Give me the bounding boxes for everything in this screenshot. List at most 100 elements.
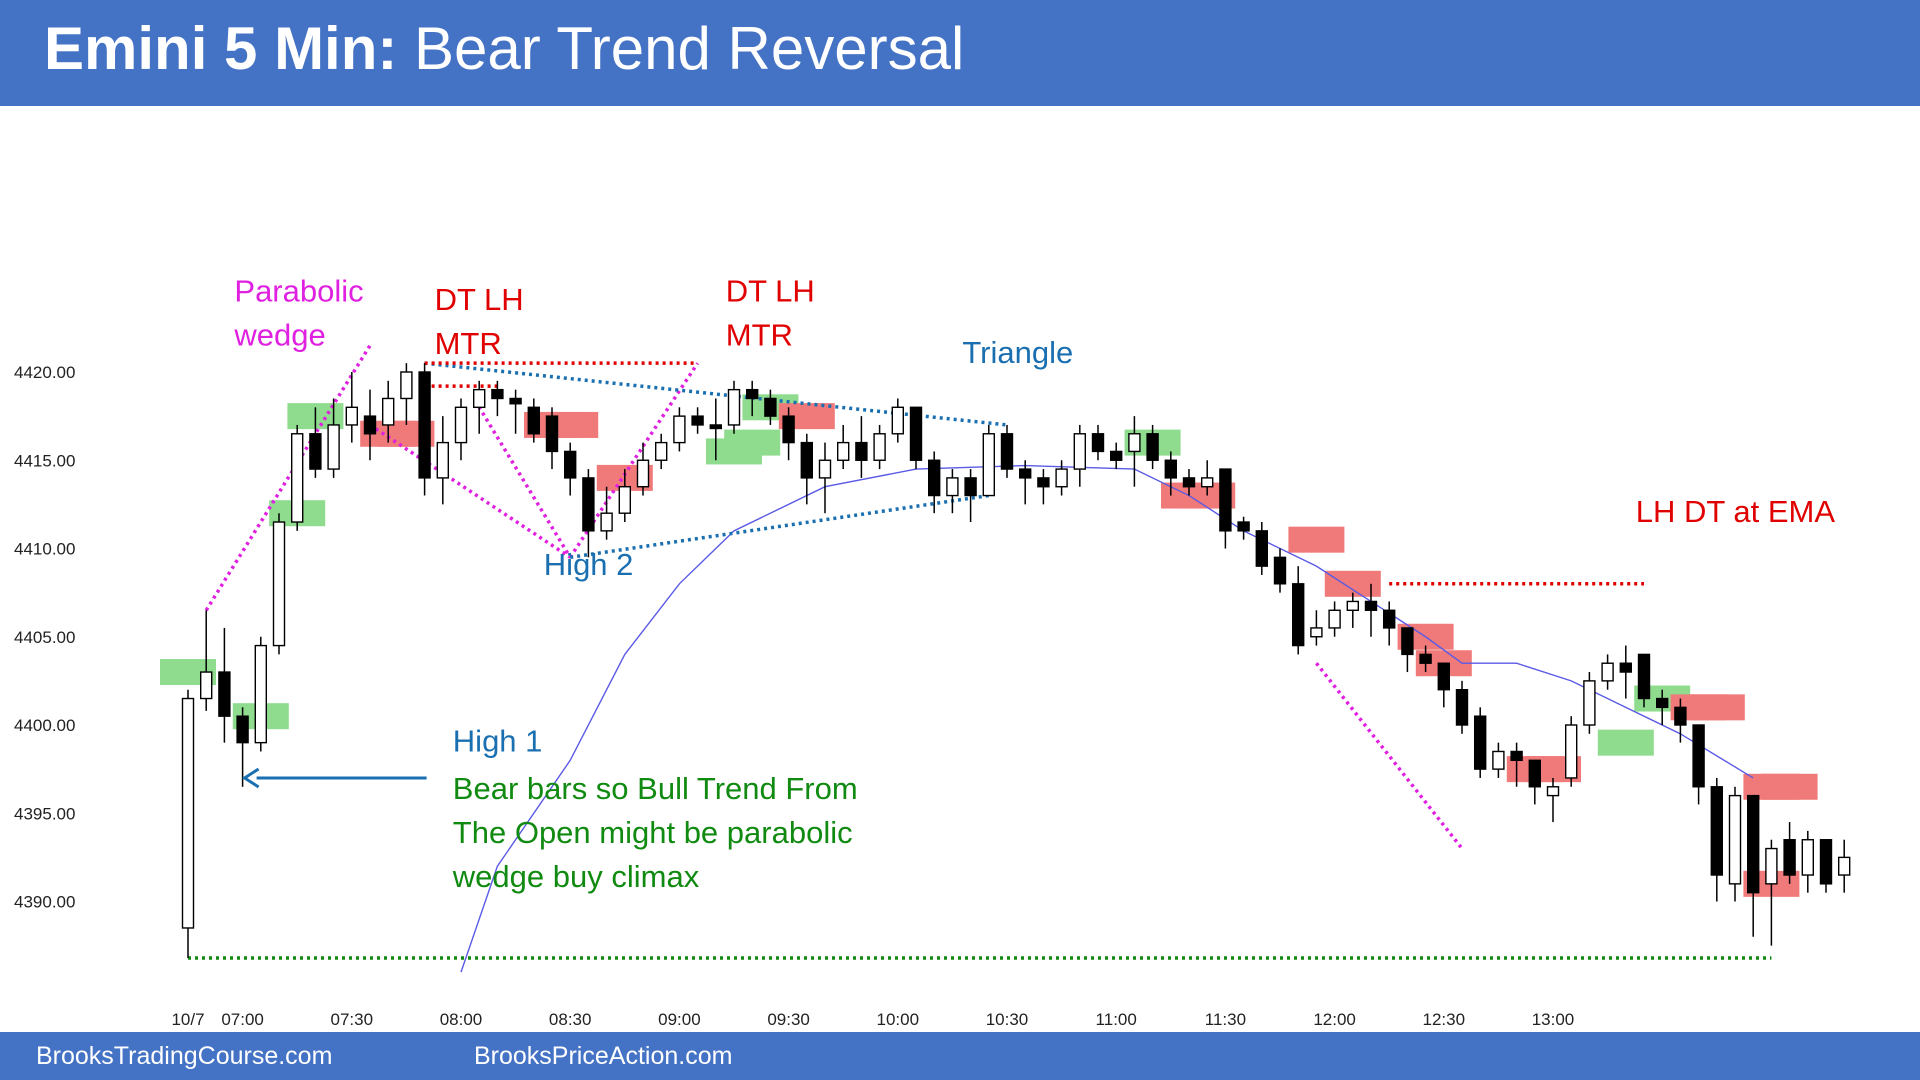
candle-bear xyxy=(855,441,868,461)
annotation-text: wedge buy climax xyxy=(452,859,700,894)
candle-bull xyxy=(818,459,832,479)
x-tick-label: 07:00 xyxy=(221,1010,264,1029)
annotation-text: DT LH xyxy=(726,273,815,308)
candle-bear xyxy=(800,441,813,479)
candle-bear xyxy=(1382,609,1396,629)
candle-bull xyxy=(600,512,613,532)
ema-line xyxy=(460,464,1754,973)
candle-bull xyxy=(199,671,213,700)
footer-link-brookspriceaction[interactable]: BrooksPriceAction.com xyxy=(474,1042,733,1070)
candle-bear xyxy=(928,459,941,497)
candle-bull xyxy=(1765,847,1778,885)
candle-bear xyxy=(1364,600,1378,611)
candle-bear xyxy=(709,424,722,430)
candle-bull xyxy=(1546,786,1560,797)
candle-bear xyxy=(1455,689,1469,726)
candle-bull xyxy=(1055,468,1068,488)
candle-bull xyxy=(618,486,631,514)
annotation-text: DT LH xyxy=(435,282,524,317)
x-tick-label: 09:00 xyxy=(658,1010,701,1029)
x-tick-label: 08:30 xyxy=(549,1010,592,1029)
title-bold: Emini 5 Min: xyxy=(44,15,398,82)
page-title: Emini 5 Min: Bear Trend Reversal xyxy=(44,14,964,83)
candle-bear xyxy=(309,433,322,470)
y-tick-label: 4420.00 xyxy=(14,363,75,382)
candle-bull xyxy=(436,441,449,479)
candle-bear xyxy=(1037,477,1050,488)
candle-bear xyxy=(1692,724,1705,788)
title-bar: Emini 5 Min: Bear Trend Reversal xyxy=(0,0,1920,106)
candle-bear xyxy=(1655,697,1669,709)
candle-bear xyxy=(1819,839,1833,885)
candle-bull xyxy=(1346,600,1360,611)
candle-bear xyxy=(1510,750,1523,761)
candle-bear xyxy=(1182,477,1196,488)
footer-bar: BrooksTradingCourse.com BrooksPriceActio… xyxy=(0,1032,1920,1080)
candle-bear xyxy=(764,397,777,417)
y-tick-label: 4405.00 xyxy=(14,628,75,647)
candle-bear xyxy=(1019,468,1032,479)
candle-bear xyxy=(236,715,249,744)
candle-bear xyxy=(527,406,540,435)
annotation-text: The Open might be parabolic xyxy=(453,815,853,850)
y-tick-label: 4415.00 xyxy=(14,451,75,470)
x-tick-label: 07:30 xyxy=(331,1010,374,1029)
candle-bull xyxy=(1601,662,1614,682)
y-tick-label: 4395.00 xyxy=(14,804,75,823)
candle-bull xyxy=(1328,609,1341,629)
candle-bear xyxy=(218,671,231,717)
candle-bull xyxy=(1728,794,1742,885)
candle-bear xyxy=(1674,706,1687,726)
x-tick-label: 10:00 xyxy=(877,1010,920,1029)
signal-bar-red-17 xyxy=(1761,773,1818,800)
candle-bull xyxy=(873,433,886,461)
candle-bear xyxy=(964,477,977,497)
candle-bear xyxy=(1746,794,1760,894)
annotation-text: Triangle xyxy=(962,335,1073,370)
candle-bull xyxy=(473,388,486,408)
candle-bear xyxy=(491,388,504,400)
candle-bull xyxy=(272,521,286,647)
candle-bull xyxy=(254,644,268,744)
candle-bull xyxy=(655,441,668,461)
candle-bear xyxy=(1091,433,1105,453)
candle-bear xyxy=(545,415,559,453)
y-tick-label: 4390.00 xyxy=(14,893,75,912)
candle-bear xyxy=(691,415,704,426)
signal-bar-red-8 xyxy=(1288,526,1345,553)
annotation-text: wedge xyxy=(233,317,325,352)
candle-bear xyxy=(509,397,522,405)
candle-bear xyxy=(1146,433,1159,461)
x-tick-label: 11:30 xyxy=(1205,1010,1246,1029)
candle-bull xyxy=(1310,627,1323,638)
annotation-text: Parabolic xyxy=(234,273,363,308)
candle-bull xyxy=(1128,433,1141,453)
candle-bull xyxy=(891,406,904,435)
candle-bear xyxy=(909,406,923,461)
candle-bull xyxy=(345,406,358,426)
candle-bull xyxy=(982,433,995,497)
annotation-text: Bear bars so Bull Trend From xyxy=(453,771,858,806)
candlestick-chart: 4420.00 4415.00 4410.00 4405.00 4400.00 4395.… xyxy=(14,273,1851,1029)
candle-bear xyxy=(582,477,595,532)
candle-bear xyxy=(1109,450,1123,461)
candle-bear xyxy=(1528,759,1542,788)
candle-bear xyxy=(1783,839,1796,876)
candle-bull xyxy=(1492,750,1505,770)
candle-bull xyxy=(1200,477,1214,488)
candle-bear xyxy=(1401,627,1414,656)
annotation-text: MTR xyxy=(435,326,502,361)
trend-line-pink xyxy=(204,344,372,612)
annotation-text: MTR xyxy=(726,317,793,352)
candle-bear xyxy=(363,415,377,435)
candle-bull xyxy=(946,477,959,497)
candle-bear xyxy=(782,415,795,444)
signal-bar-green-5 xyxy=(724,429,781,456)
y-tick-label: 4410.00 xyxy=(14,540,75,559)
candle-bull xyxy=(291,433,304,523)
x-tick-label: 11:00 xyxy=(1096,1010,1137,1029)
footer-link-brookstradingcourse[interactable]: BrooksTradingCourse.com xyxy=(36,1042,333,1070)
signal-bar-green-8 xyxy=(1597,729,1654,756)
candle-bear xyxy=(418,371,431,479)
candle-bear xyxy=(1255,530,1269,567)
